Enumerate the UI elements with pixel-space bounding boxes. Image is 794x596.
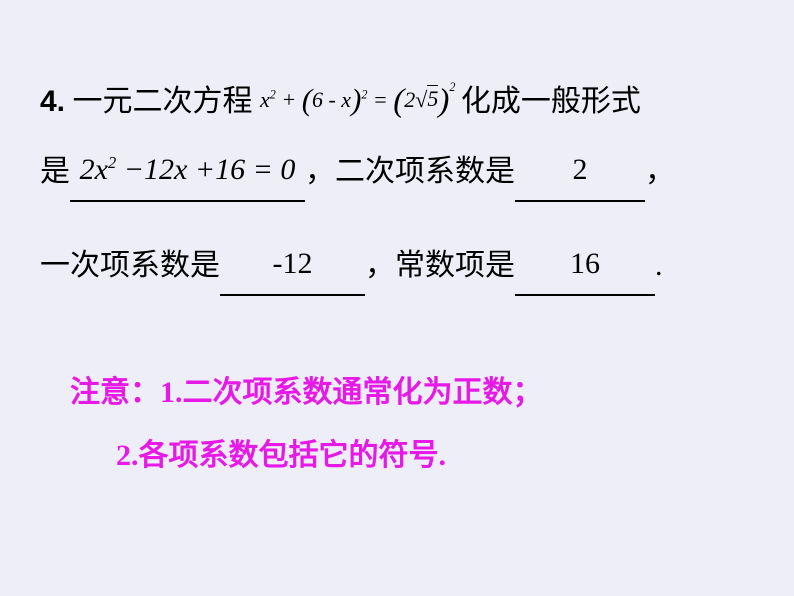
text-part-7: ，常数项是 (365, 249, 515, 282)
problem-line-3: 一次项系数是 -12 ，常数项是 16. (40, 237, 754, 296)
blank-3-answer: -12 (273, 247, 313, 280)
problem-line-1: 4. 一元二次方程 x2 + (6 - x)2 = (2√5)2 化成一般形式 (40, 70, 754, 133)
text-part-8: . (655, 249, 663, 282)
text-part-6: 一次项系数是 (40, 249, 220, 282)
slide-content: 4. 一元二次方程 x2 + (6 - x)2 = (2√5)2 化成一般形式 … (0, 0, 794, 487)
problem-number: 4. (40, 85, 65, 118)
note-line-1: 注意：1.二次项系数通常化为正数； (70, 361, 754, 424)
text-part-3: 是 (40, 155, 70, 188)
blank-1: 2x2 −12x +16 = 0 (70, 143, 305, 202)
equation-original: x2 + (6 - x)2 = (2√5)2 (260, 87, 461, 112)
blank-4-answer: 16 (570, 247, 600, 280)
note-item1-text: 二次项系数通常化为正数； (183, 376, 543, 409)
note-item1-num: 1. (160, 376, 183, 409)
note-item2-num: 2. (116, 439, 139, 472)
blank-2-answer: 2 (573, 153, 588, 186)
note-item2-text: 各项系数包括它的符号. (139, 439, 447, 472)
text-part-4: ，二次项系数是 (305, 155, 515, 188)
text-part-2: 化成一般形式 (461, 85, 641, 118)
problem-line-2: 是 2x2 −12x +16 = 0 ，二次项系数是 2 ， (40, 143, 754, 202)
note-label: 注意： (70, 376, 160, 409)
blank-3: -12 (220, 237, 365, 296)
note-line-2: 2.各项系数包括它的符号. (116, 424, 754, 487)
text-part-1: 一元二次方程 (73, 85, 253, 118)
blank-2: 2 (515, 143, 645, 202)
blank-4: 16 (515, 237, 655, 296)
text-part-5: ， (645, 155, 675, 188)
blank-1-answer: 2x2 −12x +16 = 0 (80, 153, 296, 186)
